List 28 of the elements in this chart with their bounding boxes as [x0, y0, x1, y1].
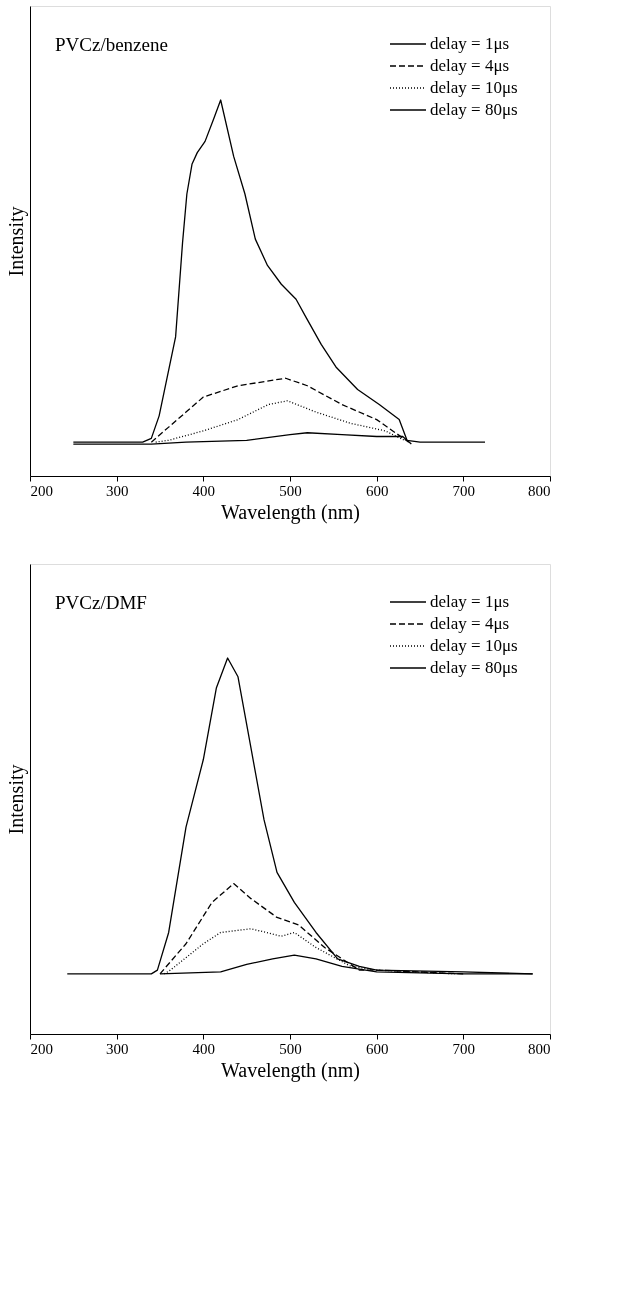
x-tick-label: 500 [279, 1040, 302, 1057]
legend-label: delay = 1μs [430, 34, 510, 53]
legend-label: delay = 4μs [430, 56, 510, 75]
x-tick-label: 700 [452, 1040, 476, 1057]
text: PVCz/DMF [55, 592, 147, 613]
legend-label: delay = 1μs [430, 592, 510, 611]
y-axis-title: Intensity [4, 764, 28, 835]
x-tick-label: 800 [528, 482, 551, 499]
legend-label: delay = 4μs [430, 614, 510, 633]
x-axis-title: Wavelength (nm) [221, 1058, 360, 1082]
legend-label: delay = 10μs [430, 78, 518, 97]
y-axis-title: Intensity [4, 206, 28, 277]
x-tick-label: 600 [365, 482, 389, 499]
x-tick-label: 700 [452, 482, 476, 499]
x-tick-label: 300 [105, 482, 129, 499]
x-tick-label: 200 [30, 1040, 53, 1057]
x-axis-title: Wavelength (nm) [221, 500, 360, 524]
x-tick-label: 400 [192, 482, 216, 499]
x-tick-label: 600 [365, 1040, 389, 1057]
legend-label: delay = 10μs [430, 636, 518, 655]
x-tick-label: 500 [279, 482, 302, 499]
legend-label: delay = 80μs [430, 100, 518, 119]
x-tick-label: 300 [105, 1040, 129, 1057]
text: PVCz/benzene [55, 34, 168, 55]
x-tick-label: 400 [192, 1040, 216, 1057]
x-tick-label: 800 [528, 1040, 551, 1057]
x-tick-label: 200 [30, 482, 53, 499]
legend-label: delay = 80μs [430, 658, 518, 677]
